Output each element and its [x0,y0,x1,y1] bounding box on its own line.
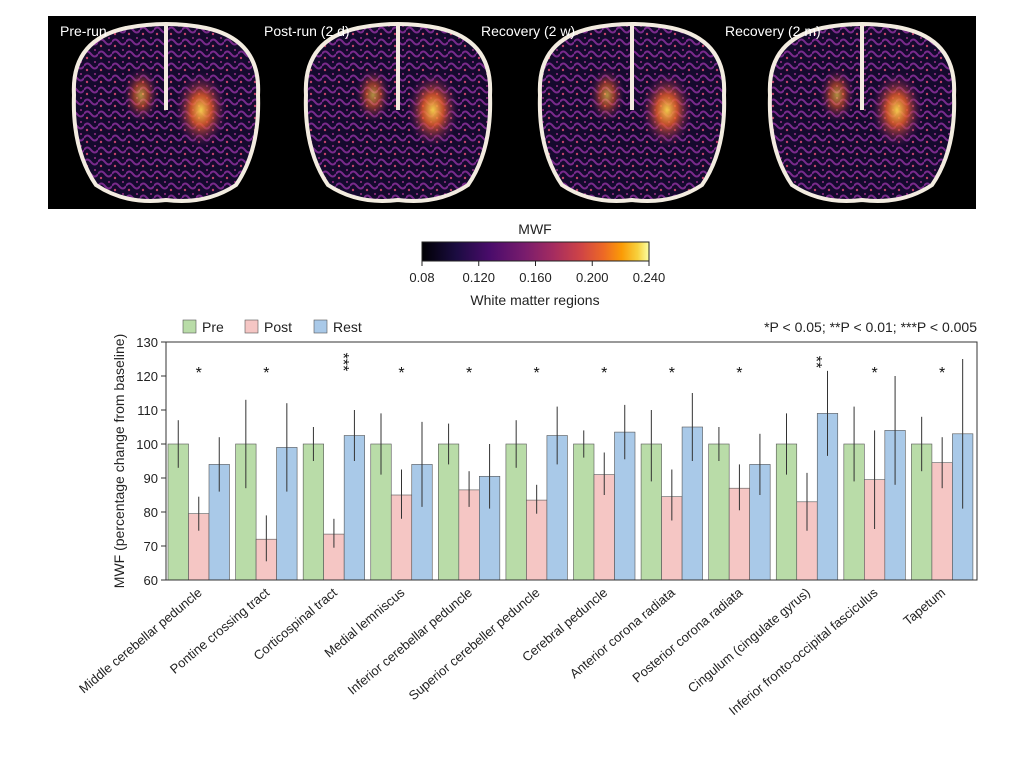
y-tick-label: 90 [144,471,158,486]
brain-scan-3: Recovery (2 w) [481,22,727,203]
significance-mark: * [736,365,742,382]
colorbar-gradient [421,241,650,262]
significance-mark: * [669,365,675,382]
significance-mark: ** [807,356,824,368]
colorbar-subtitle: White matter regions [470,292,599,308]
colorbar: MWF 0.08 0.120 0.160 0.200 0.240 White matte… [409,221,665,308]
bar-pre [573,443,595,581]
x-tick-label: Inferior fronto-occipital fasciculus [726,584,881,717]
x-tick-label: Posterior corona radiata [629,584,746,685]
brain-outline [71,22,261,203]
brain-outline [767,22,957,203]
legend-swatch [313,319,328,334]
x-tick-label: Superior cerebeller peduncle [406,585,543,703]
brain-scans: Pre-run Post-run (2 d) Recovery (2 w) Recov… [60,22,957,203]
bars [167,413,974,581]
brain-hotspot [641,72,693,148]
significance-mark: * [196,365,202,382]
scan-label: Recovery (2 m) [725,23,821,39]
x-tick-label: Middle cerebellar peduncle [76,585,205,696]
y-axis-label: MWF (percentage change from baseline) [111,334,127,588]
significance-mark: * [466,365,472,382]
brain-hotspot [819,67,855,123]
significance-mark: * [534,365,540,382]
colorbar-tick-label: 0.08 [409,270,434,285]
x-tick-label: Cingulum (cingulate gyrus) [685,585,813,696]
legend-swatch [244,319,259,334]
bar-chart: Pre Post Rest *P < 0.05; **P < 0.01; ***P … [76,319,978,718]
colorbar-tick-label: 0.160 [519,270,552,285]
brain-scan-2: Post-run (2 d) [264,22,493,203]
colorbar-tick-label: 0.240 [633,270,666,285]
significance-marks: * ***** * * * * **** * [196,353,946,382]
colorbar-tick-label: 0.120 [462,270,495,285]
colorbar-ticks: 0.08 0.120 0.160 0.200 0.240 [409,261,665,285]
legend-item-post: Post [244,319,292,335]
significance-mark: * [871,365,877,382]
y-tick-label: 60 [144,573,158,588]
y-tick-label: 100 [136,437,158,452]
brain-hotspot [589,67,625,123]
x-tick-label: Tapetum [900,585,948,629]
significance-mark: * [398,365,404,382]
brain-hotspot [407,72,459,148]
error-bars [177,359,964,562]
brain-scan-4: Recovery (2 m) [725,22,957,203]
bar-pre [708,443,730,581]
y-tick-label: 120 [136,369,158,384]
colorbar-title: MWF [518,221,551,237]
legend-item-rest: Rest [313,319,362,335]
significance-mark: * [263,365,269,382]
significance-key: *P < 0.05; **P < 0.01; ***P < 0.005 [764,319,977,335]
brain-hotspot [355,67,391,123]
brain-hotspot [871,72,923,148]
significance-mark: * [939,365,945,382]
scan-label: Recovery (2 w) [481,23,575,39]
y-tick-label: 130 [136,335,158,350]
y-axis: 60 70 80 90 100 110 120 130 [136,335,166,588]
y-tick-label: 80 [144,505,158,520]
significance-mark: * [601,365,607,382]
brain-scan-panel: Pre-run Post-run (2 d) Recovery (2 w) Recov… [48,16,976,209]
brain-outline [303,22,493,203]
colorbar-tick-label: 0.200 [576,270,609,285]
bar-pre [302,443,324,581]
significance-mark: *** [334,353,351,372]
scan-label: Post-run (2 d) [264,23,350,39]
scan-label: Pre-run [60,23,107,39]
chart-legend: Pre Post Rest [182,319,362,335]
legend-label: Pre [202,319,224,335]
brain-hotspot [175,72,227,148]
legend-label: Post [264,319,292,335]
y-tick-label: 70 [144,539,158,554]
legend-swatch [182,319,197,334]
legend-item-pre: Pre [182,319,224,335]
brain-scan-1: Pre-run [60,22,261,203]
y-tick-label: 110 [137,403,158,418]
brain-hotspot [123,67,159,123]
legend-label: Rest [333,319,362,335]
brain-outline [537,22,727,203]
plot-frame [165,341,978,581]
x-tick-label: Inferior cerebellar peduncle [345,585,475,698]
